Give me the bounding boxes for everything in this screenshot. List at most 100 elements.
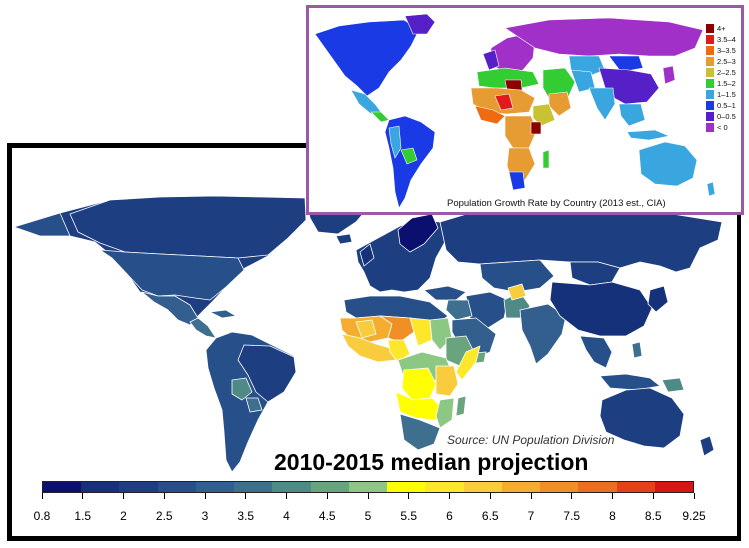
inset-region-mongolia <box>608 55 644 73</box>
inset-legend-label: 3.5–4 <box>717 35 736 44</box>
region-canada <box>69 195 307 259</box>
inset-legend-label: < 0 <box>717 123 728 132</box>
inset-legend-item: < 0 <box>706 122 736 133</box>
colorbar-tick <box>82 493 84 499</box>
inset-region-central-america <box>370 111 390 123</box>
colorbar-segment <box>425 482 464 492</box>
inset-legend-swatch <box>706 90 714 99</box>
colorbar-tick <box>367 493 369 499</box>
inset-legend-label: 2–2.5 <box>717 68 736 77</box>
colorbar-tick <box>489 493 491 499</box>
region-indonesia <box>599 373 661 391</box>
inset-legend-swatch <box>706 101 714 110</box>
source-label: Source: UN Population Division <box>447 433 615 447</box>
inset-legend-item: 4+ <box>706 23 736 34</box>
region-east-africa <box>435 365 459 397</box>
inset-legend-label: 1.5–2 <box>717 79 736 88</box>
inset-growth-map-frame: 4+ 3.5–4 3–3.5 2.5–3 2–2.5 1.5–2 1–1.5 0.5–1 0–0… <box>306 5 744 215</box>
colorbar-tick-label: 9.25 <box>682 509 706 523</box>
population-growth-world-map <box>314 13 716 209</box>
colorbar-tick-label: 7 <box>527 509 535 523</box>
colorbar-tick <box>693 493 695 499</box>
inset-region-north-africa <box>476 67 540 89</box>
inset-legend-label: 3–3.5 <box>717 46 736 55</box>
colorbar-tick <box>245 493 247 499</box>
colorbar <box>42 481 694 493</box>
inset-legend-swatch <box>706 68 714 77</box>
colorbar-segment <box>81 482 120 492</box>
colorbar-tick <box>286 493 287 499</box>
region-china <box>549 281 653 337</box>
inset-region-south-africa <box>508 171 526 191</box>
inset-legend-item: 3–3.5 <box>706 45 736 56</box>
colorbar-segment <box>387 482 426 492</box>
inset-region-east-africa <box>530 121 542 135</box>
inset-region-greenland <box>404 13 436 35</box>
inset-legend-label: 0.5–1 <box>717 101 736 110</box>
inset-region-north-america <box>314 19 420 97</box>
colorbar-tick-label: 1.5 <box>74 509 92 523</box>
colorbar-tick-label: 6.5 <box>481 509 499 523</box>
region-somalia <box>455 345 481 381</box>
inset-legend-label: 1–1.5 <box>717 90 736 99</box>
inset-region-indonesia <box>626 129 670 141</box>
colorbar-segment <box>540 482 579 492</box>
colorbar-tick <box>612 493 613 499</box>
inset-region-ethiopia <box>532 103 556 127</box>
inset-legend-item: 1.5–2 <box>706 78 736 89</box>
colorbar-segment <box>616 482 655 492</box>
inset-legend-label: 0–0.5 <box>717 112 736 121</box>
inset-legend-item: 0–0.5 <box>706 111 736 122</box>
inset-region-andes <box>388 125 402 159</box>
map-title: 2010-2015 median projection <box>274 449 589 475</box>
inset-legend-swatch <box>706 46 714 55</box>
region-kazakhstan <box>479 259 555 293</box>
colorbar-tick-label: 7.5 <box>563 509 581 523</box>
region-philippines <box>631 341 643 359</box>
region-bolivia <box>231 377 253 401</box>
inset-region-west-africa <box>474 105 506 125</box>
region-central-america <box>189 317 217 339</box>
colorbar-segment <box>578 482 617 492</box>
inset-region-niger <box>494 93 514 111</box>
inset-legend: 4+ 3.5–4 3–3.5 2.5–3 2–2.5 1.5–2 1–1.5 0.5–1 0–0… <box>706 23 736 133</box>
inset-legend-item: 2–2.5 <box>706 67 736 78</box>
inset-legend-item: 3.5–4 <box>706 34 736 45</box>
inset-region-bolivia <box>400 147 418 165</box>
colorbar-segment <box>463 482 502 492</box>
region-scandinavia <box>397 213 439 253</box>
colorbar-tick-label: 4 <box>283 509 290 523</box>
inset-region-japan <box>662 65 676 85</box>
colorbar-tick <box>204 493 206 499</box>
region-png <box>661 377 685 393</box>
region-madagascar <box>455 395 467 417</box>
inset-legend-item: 0.5–1 <box>706 100 736 111</box>
colorbar-tick-label: 3 <box>201 509 209 523</box>
colorbar-tick <box>652 493 654 499</box>
colorbar-tick-label: 8.5 <box>644 509 662 523</box>
inset-legend-label: 4+ <box>717 24 726 33</box>
region-usa <box>99 249 245 301</box>
colorbar-tick <box>123 493 124 499</box>
colorbar-tick <box>408 493 410 499</box>
colorbar-tick-label: 2.5 <box>155 509 173 523</box>
region-india <box>519 303 567 365</box>
region-iceland <box>335 233 353 245</box>
colorbar-tick-label: 5.5 <box>400 509 418 523</box>
region-mali <box>355 319 377 339</box>
inset-legend-swatch <box>706 123 714 132</box>
region-alaska <box>13 212 71 237</box>
inset-legend-item: 1–1.5 <box>706 89 736 100</box>
inset-legend-swatch <box>706 57 714 66</box>
region-southeast-asia <box>579 335 613 369</box>
inset-legend-item: 2.5–3 <box>706 56 736 67</box>
inset-region-west-europe <box>482 49 500 71</box>
region-mozambique <box>435 397 455 429</box>
colorbar-tick-label: 2 <box>120 509 127 523</box>
region-iraq-syria <box>445 299 473 321</box>
inset-legend-swatch <box>706 112 714 121</box>
colorbar-segment <box>43 482 82 492</box>
region-brazil <box>237 344 297 403</box>
colorbar-ticks: 0.8 1.5 2 2.5 3 3.5 4 4.5 5 5.5 6 6.5 7 7.5 8 8.5 9.25 <box>0 493 749 533</box>
